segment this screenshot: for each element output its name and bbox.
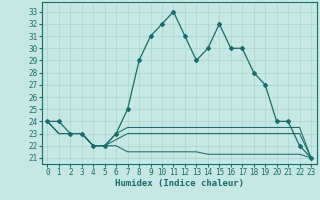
X-axis label: Humidex (Indice chaleur): Humidex (Indice chaleur) xyxy=(115,179,244,188)
